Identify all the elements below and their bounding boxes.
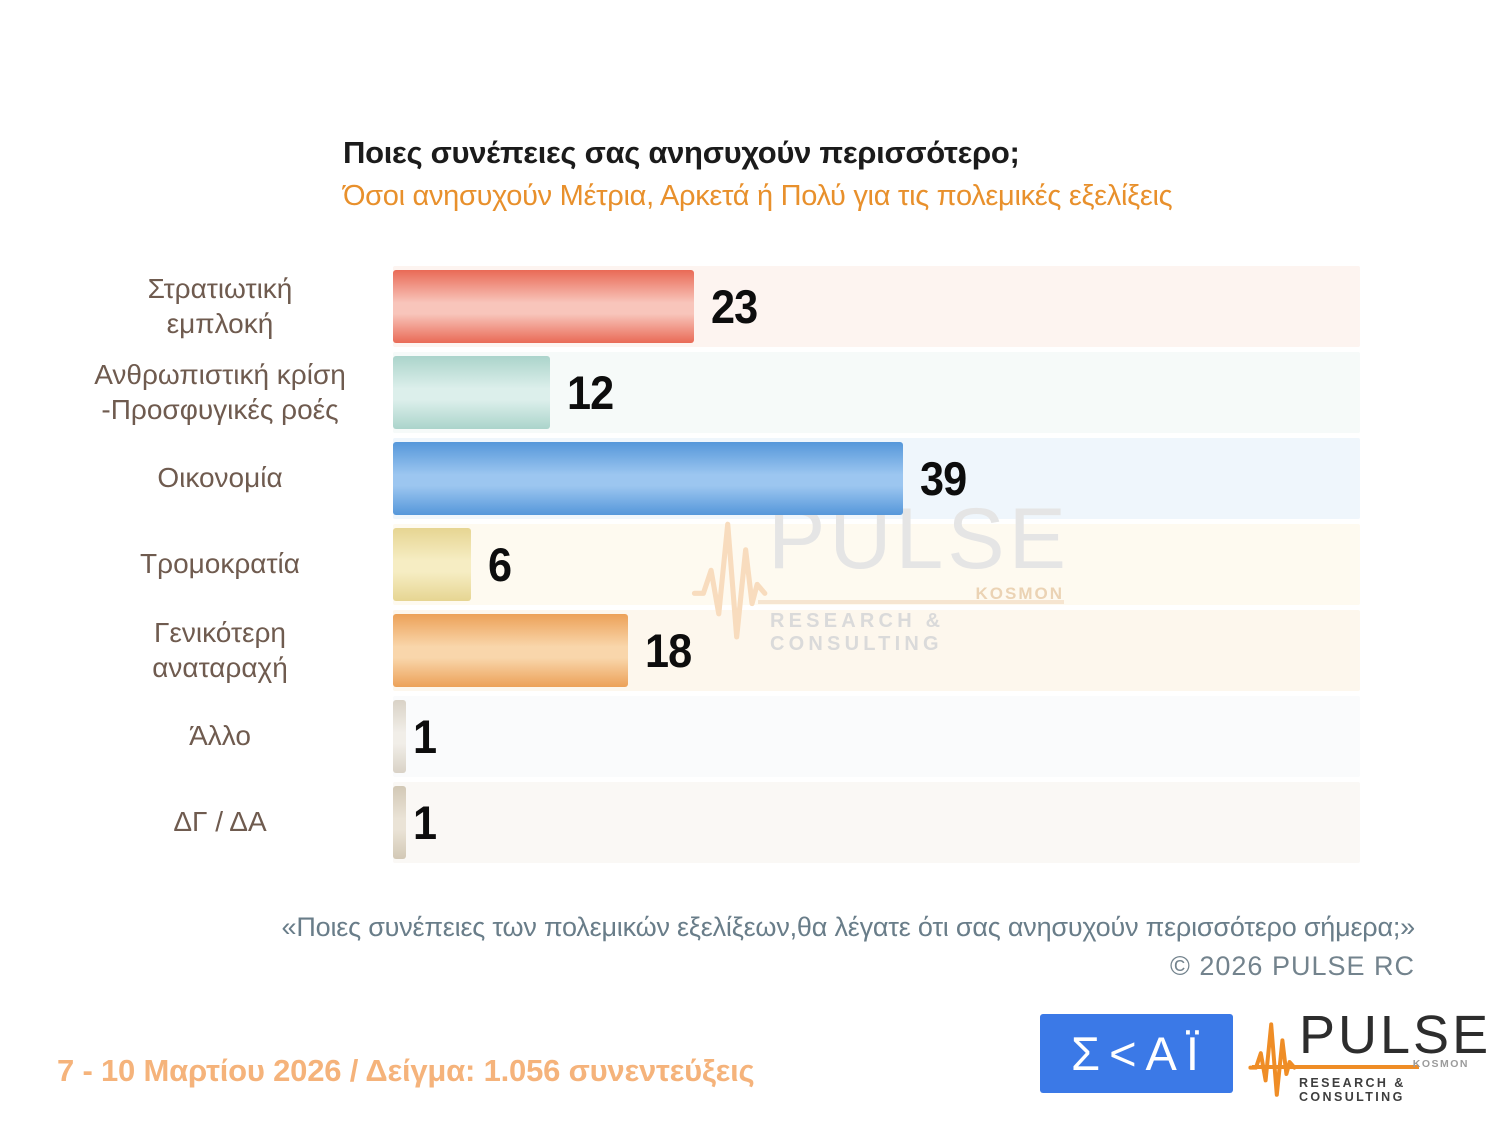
value-label: 18	[645, 624, 692, 677]
bar	[393, 614, 628, 687]
copyright-text: © 2026 PULSE RC	[1169, 951, 1415, 981]
heartbeat-icon	[1248, 1022, 1297, 1097]
pulse-logo-line	[1252, 1065, 1419, 1069]
bar	[393, 442, 903, 515]
value-label: 39	[920, 452, 967, 505]
bar	[393, 270, 694, 343]
chart-title: Ποιες συνέπειες σας ανησυχούν περισσότερ…	[343, 135, 1020, 170]
bar-track: 12	[393, 352, 1360, 433]
chart-row: Τρομοκρατία 6	[70, 524, 1360, 605]
skai-logo-text: Σ<ΑΪ	[1071, 1027, 1208, 1080]
category-label: Γενικότερη αναταραχή	[152, 617, 288, 683]
category-label: Στρατιωτική εμπλοκή	[147, 273, 293, 339]
skai-logo: Σ<ΑΪ	[1040, 1014, 1233, 1093]
value-label: 1	[413, 710, 437, 763]
value-label: 12	[567, 366, 614, 419]
bar	[393, 786, 406, 859]
category-label: ΔΓ / ΔΑ	[173, 806, 267, 838]
bar-track: 1	[393, 782, 1360, 863]
category-label: Οικονομία	[157, 462, 283, 494]
value-label: 6	[488, 538, 512, 591]
category-label: Άλλο	[189, 720, 251, 752]
bar-track: 6	[393, 524, 1360, 605]
bar	[393, 528, 471, 601]
chart-subtitle: Όσοι ανησυχούν Μέτρια, Αρκετά ή Πολύ για…	[343, 180, 1173, 212]
bar-track: 1	[393, 696, 1360, 777]
chart-row: Οικονομία 39	[70, 438, 1360, 519]
fieldwork-info: 7 - 10 Μαρτίου 2026 / Δείγμα: 1.056 συνε…	[57, 1053, 755, 1088]
category-label: Ανθρωπιστική κρίση -Προσφυγικές ροές	[94, 359, 346, 425]
chart-row: Γενικότερη αναταραχή 18	[70, 610, 1360, 691]
bar-track: 39	[393, 438, 1360, 519]
footer-quote-block: «Ποιες συνέπειες των πολεμικών εξελίξεων…	[281, 912, 1416, 982]
chart-row: Άλλο 1	[70, 696, 1360, 777]
pulse-logo-kosmon: KOSMON	[1412, 1058, 1469, 1070]
bar	[393, 356, 550, 429]
value-label: 1	[413, 796, 437, 849]
category-label: Τρομοκρατία	[140, 548, 300, 580]
pulse-logo: PULSE KOSMON RESEARCH & CONSULTING	[1247, 1005, 1488, 1106]
pulse-logo-text: PULSE	[1299, 1005, 1492, 1065]
value-label: 23	[711, 280, 758, 333]
chart-row: Ανθρωπιστική κρίση -Προσφυγικές ροές 12	[70, 352, 1360, 433]
bar-track: 18	[393, 610, 1360, 691]
pulse-logo-tagline: RESEARCH & CONSULTING	[1299, 1076, 1406, 1104]
bar-chart: Στρατιωτική εμπλοκή 23 Ανθρωπιστική κρίση …	[70, 266, 1360, 868]
bar	[393, 700, 406, 773]
chart-row: Στρατιωτική εμπλοκή 23	[70, 266, 1360, 347]
bar-track: 23	[393, 266, 1360, 347]
chart-row: ΔΓ / ΔΑ 1	[70, 782, 1360, 863]
survey-question-quote: «Ποιες συνέπειες των πολεμικών εξελίξεων…	[281, 912, 1416, 942]
